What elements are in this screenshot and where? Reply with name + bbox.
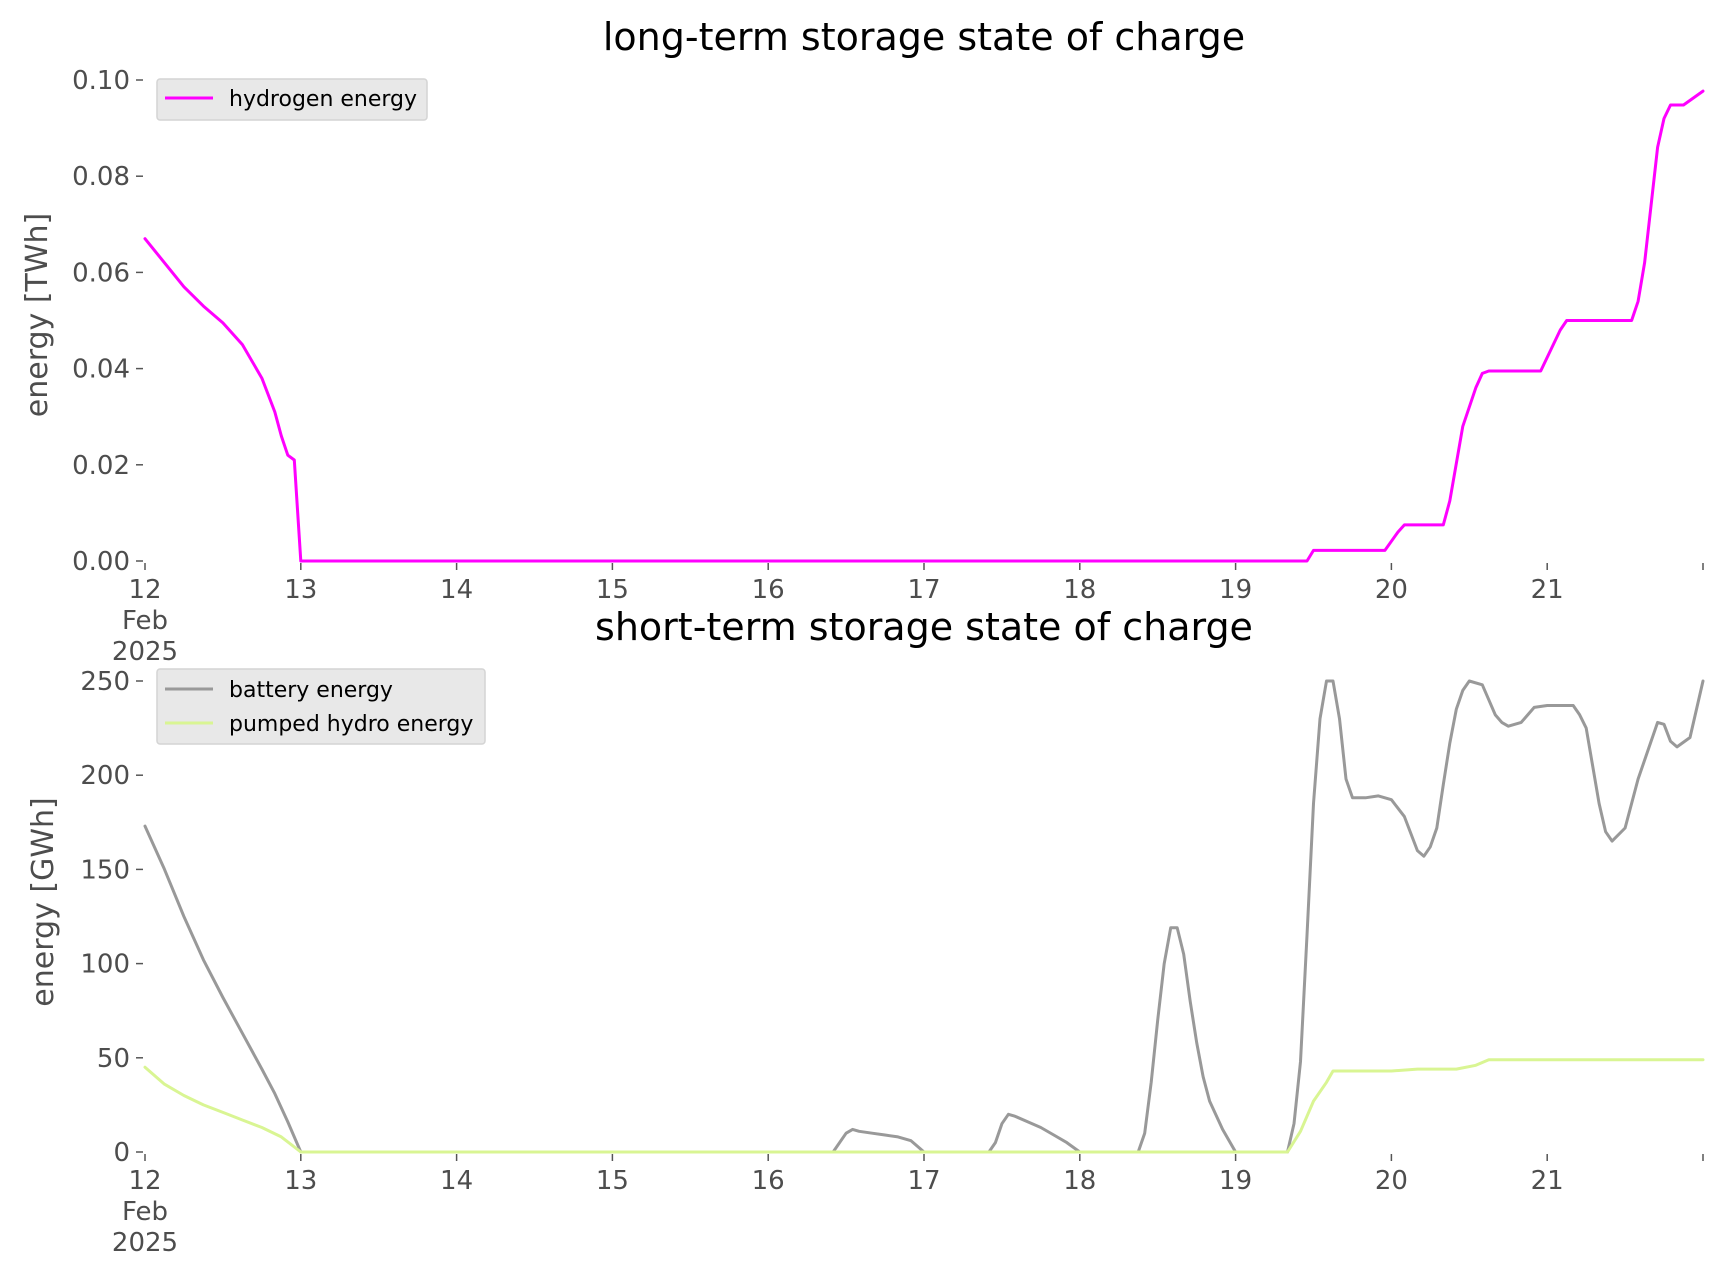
x-tick-label: 21 <box>1531 575 1564 605</box>
x-tick-label: 13 <box>284 575 317 605</box>
x-tick-label: 14 <box>440 575 473 605</box>
y-tick-label: 100 <box>80 950 130 980</box>
x-tick-label: Feb <box>122 606 168 636</box>
y-tick-label: 250 <box>80 667 130 697</box>
series-line-hydrogen-energy <box>143 89 1705 563</box>
chart-title-long-term: long-term storage state of charge <box>603 15 1245 59</box>
x-tick-label: 16 <box>752 575 785 605</box>
legend-label-pumped-hydro: pumped hydro energy <box>229 712 473 737</box>
y-axis-label-short-term: energy [GWh] <box>26 797 61 1006</box>
x-tick-label: 15 <box>596 575 629 605</box>
y-tick-label: 0.02 <box>72 451 130 481</box>
y-tick-label: 0.00 <box>72 547 130 577</box>
x-tick-label: Feb <box>122 1197 168 1227</box>
x-tick-label: 21 <box>1531 1166 1564 1196</box>
y-tick-label: 0.08 <box>72 162 130 192</box>
x-tick-label: 17 <box>907 575 940 605</box>
y-tick-label: 0.04 <box>72 355 130 385</box>
x-tick-label: 19 <box>1219 1166 1252 1196</box>
legend-box <box>156 668 486 745</box>
x-tick-label: 20 <box>1375 1166 1408 1196</box>
x-tick-label: 14 <box>440 1166 473 1196</box>
chart-short-term: short-term storage state of charge energ… <box>26 605 1705 1258</box>
legend-long-term: hydrogen energy <box>156 78 428 121</box>
legend-label-battery: battery energy <box>229 678 393 703</box>
x-tick-label: 12 <box>128 575 161 605</box>
x-tick-label: 15 <box>596 1166 629 1196</box>
x-tick-label: 18 <box>1063 575 1096 605</box>
x-tick-label: 13 <box>284 1166 317 1196</box>
series-lines-long-term <box>143 89 1705 563</box>
y-tick-label: 0 <box>113 1138 130 1168</box>
x-tick-label: 16 <box>752 1166 785 1196</box>
x-tick-label: 12 <box>128 1166 161 1196</box>
x-tick-label: 19 <box>1219 575 1252 605</box>
y-tick-label: 0.06 <box>72 258 130 288</box>
x-tick-label: 20 <box>1375 575 1408 605</box>
x-tick-label: 17 <box>907 1166 940 1196</box>
y-tick-label: 150 <box>80 855 130 885</box>
x-tick-label: 2025 <box>112 1228 178 1258</box>
legend-label-hydrogen: hydrogen energy <box>229 87 417 112</box>
series-line-battery-energy <box>143 679 1705 1154</box>
y-tick-label: 0.10 <box>72 66 130 96</box>
y-tick-label: 200 <box>80 761 130 791</box>
series-line-pumped-hydro-energy <box>143 1058 1705 1154</box>
y-tick-label: 50 <box>97 1044 130 1074</box>
legend-box <box>156 78 428 121</box>
series-lines-short-term <box>143 679 1705 1154</box>
chart-title-short-term: short-term storage state of charge <box>595 605 1253 649</box>
chart-long-term: long-term storage state of charge energy… <box>20 15 1705 667</box>
y-axis-label-long-term: energy [TWh] <box>20 213 55 417</box>
x-tick-label: 18 <box>1063 1166 1096 1196</box>
legend-short-term: battery energy pumped hydro energy <box>156 668 486 745</box>
x-tick-label: 2025 <box>112 637 178 667</box>
